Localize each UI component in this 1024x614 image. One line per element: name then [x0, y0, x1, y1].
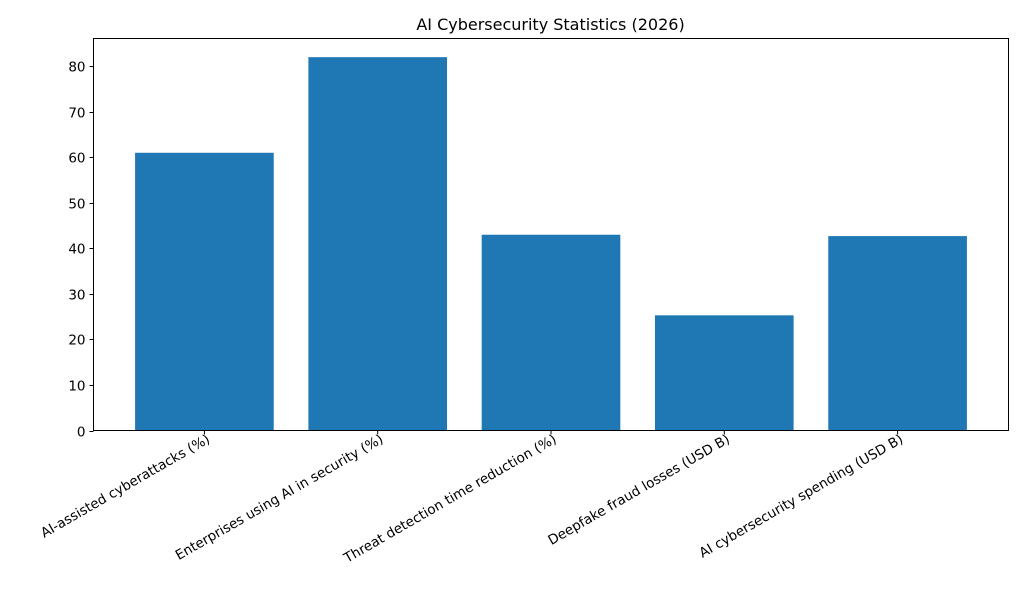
y-tick-label: 20: [68, 333, 85, 349]
y-tick-label: 50: [68, 197, 85, 213]
x-tick-label: Enterprises using AI in security (%): [173, 431, 386, 563]
chart-title: AI Cybersecurity Statistics (2026): [416, 15, 684, 34]
x-tick-label: AI cybersecurity spending (USD B): [697, 431, 906, 561]
y-tick-label: 10: [68, 379, 85, 395]
y-tick-label: 70: [68, 106, 85, 122]
bar: [308, 57, 448, 431]
bar: [654, 315, 794, 431]
bar: [135, 152, 274, 431]
y-tick-label: 80: [68, 60, 85, 76]
y-tick-label: 60: [68, 151, 85, 167]
y-tick-label: 40: [68, 242, 85, 258]
y-tick-label: 0: [77, 425, 86, 441]
x-tick-label: Deepfake fraud losses (USD B): [545, 431, 732, 548]
x-tick-label: AI-assisted cyberattacks (%): [38, 431, 213, 541]
bar: [828, 236, 967, 431]
bar: [481, 234, 621, 431]
y-tick-label: 30: [68, 288, 85, 304]
